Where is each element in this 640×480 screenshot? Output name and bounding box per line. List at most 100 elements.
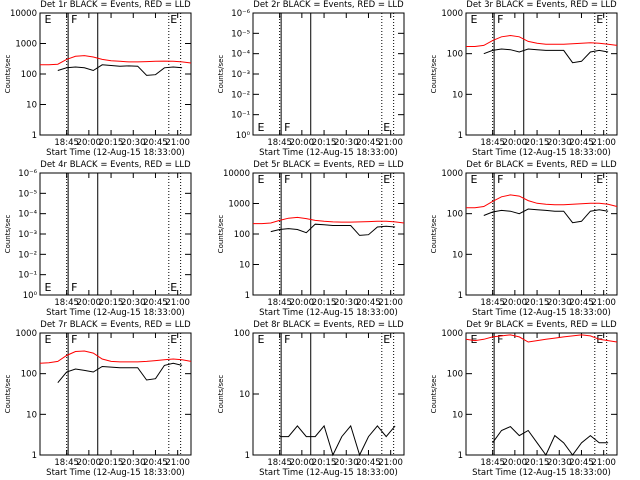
x-tick-label: 20:00 — [77, 298, 102, 308]
x-tick-label: 18:45 — [54, 298, 79, 308]
plot-frame — [465, 12, 618, 136]
x-tick-label: 20:00 — [77, 138, 102, 148]
x-axis-label: Start Time (12-Aug-15 18:33:00) — [472, 308, 611, 318]
y-tick-label: 1000 — [228, 200, 250, 210]
x-tick-label: 21:00 — [591, 298, 616, 308]
x-tick-label: 20:15 — [525, 298, 550, 308]
chart-title: Det 8r BLACK = Events, RED = LLD — [253, 320, 404, 330]
y-tick-label: 1 — [32, 131, 37, 141]
flag-label: E — [383, 121, 390, 134]
flag-label: E — [257, 173, 264, 186]
flag-label: F — [284, 173, 290, 186]
y-tick-label: 10⁻⁴ — [18, 210, 37, 220]
x-tick-label: 21:00 — [378, 458, 403, 468]
series-line — [466, 194, 618, 209]
x-axis-label: Start Time (12-Aug-15 18:33:00) — [46, 148, 185, 158]
y-tick-label: 1 — [458, 291, 463, 301]
y-tick-label: 1000 — [441, 169, 463, 179]
y-tick-label: 10 — [26, 101, 37, 111]
y-tick-label: 100 — [21, 370, 37, 380]
y-axis-label: Counts/sec — [4, 375, 12, 414]
y-axis-label: Counts/sec — [217, 375, 225, 414]
y-tick-label: 1000 — [15, 329, 37, 339]
plot-frame — [465, 172, 618, 296]
y-tick-label: 1 — [245, 451, 250, 461]
x-tick-label: 21:00 — [165, 138, 190, 148]
y-tick-label: 10 — [452, 410, 463, 420]
x-tick-label: 20:30 — [334, 298, 359, 308]
x-tick-label: 20:30 — [334, 458, 359, 468]
y-tick-label: 1 — [458, 131, 463, 141]
series-line — [253, 216, 405, 225]
x-tick-label: 20:15 — [525, 458, 550, 468]
chart-title: Det 2r BLACK = Events, RED = LLD — [253, 0, 404, 10]
chart-title: Det 9r BLACK = Events, RED = LLD — [466, 320, 617, 330]
chart-title: Det 7r BLACK = Events, RED = LLD — [40, 320, 191, 330]
y-axis-label: Counts/sec — [4, 215, 12, 254]
x-tick-label: 20:15 — [525, 138, 550, 148]
x-tick-label: 20:15 — [99, 298, 124, 308]
x-tick-label: 20:00 — [290, 298, 315, 308]
x-tick-label: 20:45 — [569, 458, 594, 468]
x-tick-label: 21:00 — [591, 458, 616, 468]
y-tick-label: 100 — [234, 230, 250, 240]
y-tick-label: 10⁻³ — [18, 230, 37, 240]
x-axis-label: Start Time (12-Aug-15 18:33:00) — [472, 468, 611, 478]
x-tick-label: 18:45 — [480, 298, 505, 308]
series-line — [270, 223, 396, 236]
x-tick-label: 20:30 — [121, 138, 146, 148]
y-tick-label: 10⁻¹ — [18, 271, 37, 281]
series-line — [466, 34, 618, 47]
y-axis-label: Counts/sec — [430, 375, 438, 414]
flag-label: E — [470, 333, 477, 346]
y-tick-label: 100 — [447, 370, 463, 380]
y-tick-label: 10⁻⁶ — [231, 9, 250, 19]
series-line — [492, 426, 609, 456]
series-line — [279, 424, 396, 457]
y-axis-label: Counts/sec — [4, 55, 12, 94]
x-axis-label: Start Time (12-Aug-15 18:33:00) — [46, 308, 185, 318]
x-tick-label: 21:00 — [378, 298, 403, 308]
x-axis-label: Start Time (12-Aug-15 18:33:00) — [259, 308, 398, 318]
series-line — [39, 350, 192, 364]
y-tick-label: 1000 — [441, 9, 463, 19]
flag-label: F — [497, 333, 503, 346]
x-tick-label: 20:30 — [121, 298, 146, 308]
x-tick-label: 18:45 — [54, 458, 79, 468]
series-line — [57, 64, 183, 76]
y-axis-label: Counts/sec — [217, 215, 225, 254]
x-tick-label: 18:45 — [54, 138, 79, 148]
flag-label: E — [44, 13, 51, 26]
x-tick-label: 20:00 — [503, 298, 528, 308]
flag-label: E — [257, 333, 264, 346]
y-tick-label: 1 — [458, 451, 463, 461]
chart-title: Det 3r BLACK = Events, RED = LLD — [466, 0, 617, 10]
plot-frame — [39, 332, 192, 456]
y-tick-label: 10 — [452, 250, 463, 260]
x-tick-label: 20:00 — [503, 458, 528, 468]
flag-label: E — [170, 13, 177, 26]
flag-label: F — [71, 281, 77, 294]
y-tick-label: 100 — [447, 50, 463, 60]
y-tick-label: 1000 — [15, 40, 37, 50]
x-tick-label: 20:30 — [334, 138, 359, 148]
y-tick-label: 10 — [239, 261, 250, 271]
flag-label: E — [383, 333, 390, 346]
y-tick-label: 100 — [447, 210, 463, 220]
flag-label: E — [383, 173, 390, 186]
flag-label: E — [170, 281, 177, 294]
y-tick-label: 1000 — [441, 329, 463, 339]
x-tick-label: 20:15 — [99, 138, 124, 148]
x-tick-label: 20:00 — [290, 458, 315, 468]
x-tick-label: 18:45 — [480, 138, 505, 148]
x-tick-label: 18:45 — [267, 138, 292, 148]
flag-label: E — [257, 121, 264, 134]
series-line — [483, 208, 609, 224]
x-tick-label: 20:00 — [503, 138, 528, 148]
x-tick-label: 20:45 — [143, 298, 168, 308]
flag-label: E — [596, 173, 603, 186]
x-tick-label: 18:45 — [480, 458, 505, 468]
x-tick-label: 20:45 — [143, 138, 168, 148]
x-tick-label: 20:00 — [290, 138, 315, 148]
